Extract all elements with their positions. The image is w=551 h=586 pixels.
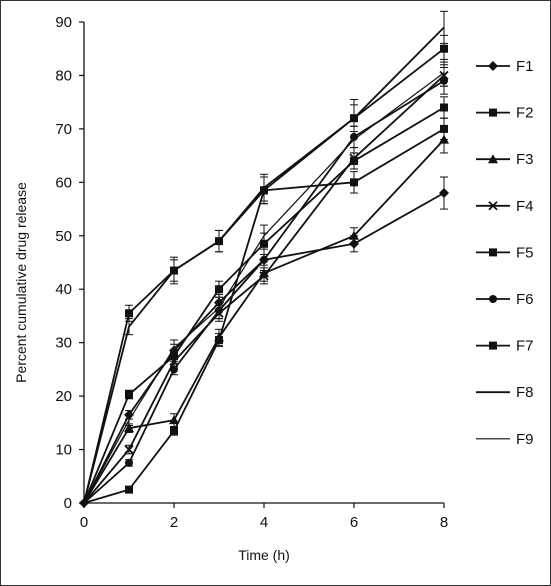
x-tick-label: 8 bbox=[440, 514, 448, 531]
x-tick-label: 4 bbox=[260, 514, 268, 531]
legend-item-f3: F3 bbox=[476, 151, 534, 168]
y-axis-title: Percent cumulative drug release bbox=[13, 182, 29, 383]
legend-item-f1: F1 bbox=[476, 58, 534, 75]
data-point-f7 bbox=[125, 309, 133, 318]
x-tick-label: 6 bbox=[350, 514, 358, 531]
legend-item-f7: F7 bbox=[476, 338, 534, 355]
data-point-f2 bbox=[215, 285, 223, 294]
data-point-f7 bbox=[440, 44, 448, 53]
series-line-f9 bbox=[83, 72, 445, 504]
legend-marker bbox=[489, 341, 497, 350]
y-tick-label: 70 bbox=[55, 121, 72, 138]
y-tick-label: 60 bbox=[55, 174, 72, 191]
data-point-f2 bbox=[440, 103, 448, 112]
y-tick-label: 80 bbox=[55, 67, 72, 84]
y-tick-label: 50 bbox=[55, 228, 72, 245]
data-point-f6 bbox=[170, 365, 178, 374]
marker-stroke bbox=[124, 444, 134, 455]
legend-label: F4 bbox=[516, 198, 534, 215]
legend-label: F7 bbox=[516, 338, 534, 355]
y-tick-label: 30 bbox=[55, 335, 72, 352]
legend-label: F9 bbox=[516, 431, 534, 448]
legend-label: F2 bbox=[516, 105, 534, 122]
series-markers bbox=[79, 44, 449, 508]
data-point-f6 bbox=[260, 255, 268, 264]
series-line-f6 bbox=[83, 80, 445, 504]
x-tick-label: 0 bbox=[80, 514, 88, 531]
data-point-f4 bbox=[259, 271, 269, 281]
data-point-f7 bbox=[260, 186, 268, 195]
data-point-f6 bbox=[125, 458, 133, 467]
marker-stroke bbox=[259, 271, 269, 281]
legend-label: F3 bbox=[516, 151, 534, 168]
data-point-f1 bbox=[439, 188, 449, 199]
legend-label: F1 bbox=[516, 58, 534, 75]
marker-stroke bbox=[169, 356, 179, 367]
data-point-f2 bbox=[125, 390, 133, 399]
legend-item-f8: F8 bbox=[476, 384, 534, 401]
legend-item-f2: F2 bbox=[476, 105, 534, 122]
data-point-f7 bbox=[350, 114, 358, 123]
legend-marker bbox=[489, 295, 497, 303]
data-point-f1 bbox=[124, 409, 134, 420]
data-point-f2 bbox=[350, 156, 358, 165]
y-tick-label: 10 bbox=[55, 442, 72, 459]
legend-label: F6 bbox=[516, 291, 534, 308]
data-point-f5 bbox=[350, 178, 358, 187]
legend-marker bbox=[488, 201, 498, 211]
data-point-f6 bbox=[350, 132, 358, 141]
x-axis-ticks: 0 2 4 6 8 bbox=[80, 503, 448, 531]
legend-marker bbox=[488, 61, 498, 71]
marker-stroke bbox=[488, 201, 498, 211]
x-tick-label: 2 bbox=[170, 514, 178, 531]
data-point-f4 bbox=[349, 153, 359, 163]
y-tick-label: 20 bbox=[55, 388, 72, 405]
data-point-f2 bbox=[170, 352, 178, 361]
data-point-f1 bbox=[349, 238, 359, 249]
legend: F1 F2 F3 F4 F5 F6 F7 F8 F9 bbox=[476, 58, 534, 448]
data-point-f3 bbox=[169, 415, 179, 425]
data-point-f4 bbox=[124, 444, 134, 455]
legend-marker bbox=[489, 108, 497, 117]
y-axis-ticks: 0 10 20 30 40 50 60 70 80 90 bbox=[55, 14, 84, 512]
data-point-f3 bbox=[349, 230, 359, 240]
data-point-f5 bbox=[125, 485, 133, 494]
data-point-f2 bbox=[260, 239, 268, 248]
legend-item-f4: F4 bbox=[476, 198, 534, 215]
legend-item-f5: F5 bbox=[476, 244, 534, 261]
legend-marker bbox=[489, 248, 497, 257]
data-point-f1 bbox=[214, 297, 224, 308]
data-point-f5 bbox=[215, 335, 223, 344]
data-point-f7 bbox=[215, 237, 223, 246]
data-point-f3 bbox=[259, 268, 269, 278]
data-point-f5 bbox=[170, 426, 178, 435]
marker-stroke bbox=[349, 153, 359, 163]
data-point-f3 bbox=[439, 134, 449, 144]
legend-item-f9: F9 bbox=[476, 431, 534, 448]
legend-marker bbox=[488, 154, 498, 164]
data-point-f5 bbox=[440, 124, 448, 133]
data-point-f3 bbox=[124, 423, 134, 433]
legend-label: F8 bbox=[516, 384, 534, 401]
x-axis-title: Time (h) bbox=[238, 547, 290, 563]
y-tick-label: 0 bbox=[64, 495, 72, 512]
data-point-f4 bbox=[169, 356, 179, 367]
y-tick-label: 90 bbox=[55, 14, 72, 31]
data-point-f6 bbox=[215, 306, 223, 315]
legend-label: F5 bbox=[516, 244, 534, 261]
data-point-f6 bbox=[440, 76, 448, 85]
y-tick-label: 40 bbox=[55, 281, 72, 298]
legend-item-f6: F6 bbox=[476, 291, 534, 308]
data-point-f7 bbox=[170, 266, 178, 275]
